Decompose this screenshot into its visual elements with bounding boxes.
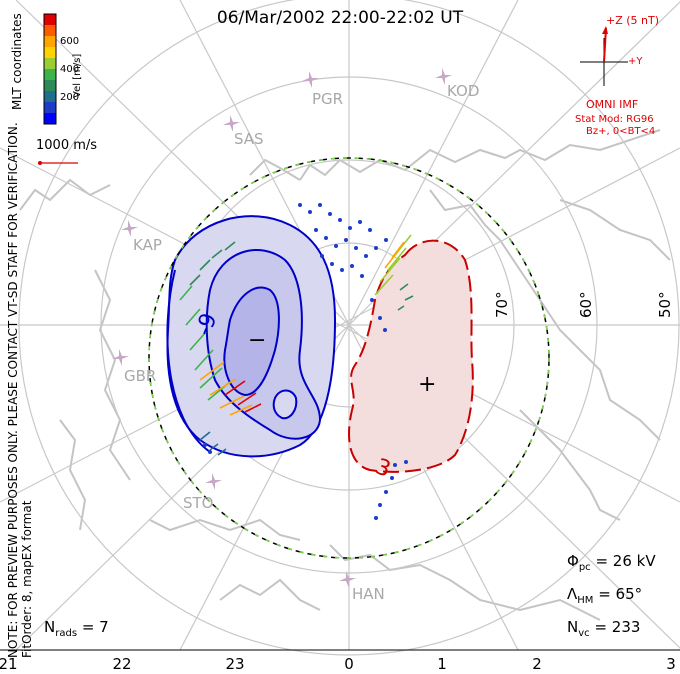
colorbar-segment [44,58,56,70]
colorbar-segment [44,14,56,26]
station-label: HAN [352,585,385,603]
negative-convection-cell [166,215,337,458]
colorbar-segment [44,36,56,48]
imf-condition: Bz+, 0<BT<4 [586,126,656,137]
cross-polar-potential: Φpc = 26 kV [567,552,656,573]
radar-count: Nrads = 7 [44,618,109,639]
fit-order-label: FitOrder: 8, mapEX format [20,500,34,658]
velocity-points [203,203,408,520]
preview-note: NOTE: FOR PREVIEW PURPOSES ONLY. PLEASE … [6,122,20,658]
colorbar-tick: 400 [60,64,80,75]
mlt-tick: 0 [344,655,354,673]
imf-source: OMNI IMF [586,98,639,111]
imf-y-label: +Y [628,56,643,67]
colorbar-segment [44,113,56,125]
mlt-tick: 2 [532,655,542,673]
mlt-tick: 22 [112,655,132,673]
station-label: PGR [312,90,344,108]
map-title: 06/Mar/2002 22:00-22:02 UT [216,8,464,28]
colorbar-segment [44,80,56,92]
station-label: KAP [133,236,162,254]
scale-vector [38,161,78,165]
heppner-maynard-boundary [148,157,550,559]
coordinate-system-label: MLT coordinates [10,13,24,110]
colorbar-tick: 200 [60,92,80,103]
imf-dial [580,26,628,86]
potential-minimum-marker: − [248,328,267,353]
colorbar-segment [44,69,56,81]
station-markers [112,68,452,588]
vector-count: Nvc = 233 [567,618,641,639]
station-label: GBR [124,367,157,385]
coastlines [19,129,671,621]
colorbar-tick: 600 [60,36,80,47]
latitude-label: 50° [656,291,674,318]
positive-convection-cell [348,239,474,473]
colorbar-segment [44,91,56,103]
potential-maximum-marker: + [418,372,437,397]
mlt-tick: 21 [0,655,18,673]
mlt-tick: 1 [437,655,447,673]
imf-z-label: +Z (5 nT) [606,14,660,27]
latitude-label: 70° [493,291,511,318]
latitude-label: 60° [577,291,595,318]
mlt-tick: 3 [666,655,676,673]
scale-label: 1000 m/s [36,138,98,153]
station-label: SAS [234,130,264,148]
mlt-tick: 23 [225,655,245,673]
colorbar-segment [44,47,56,59]
station-label: STO [183,494,214,512]
stat-model: Stat Mod: RG96 [575,114,654,125]
velocity-vectors [179,234,414,456]
station-label: KOD [447,82,480,100]
colorbar-segment [44,102,56,114]
velocity-colorbar [43,13,57,125]
colorbar-segment [44,25,56,37]
hm-boundary-latitude: ΛHM = 65° [567,585,643,606]
colorbar-frame [43,13,57,125]
